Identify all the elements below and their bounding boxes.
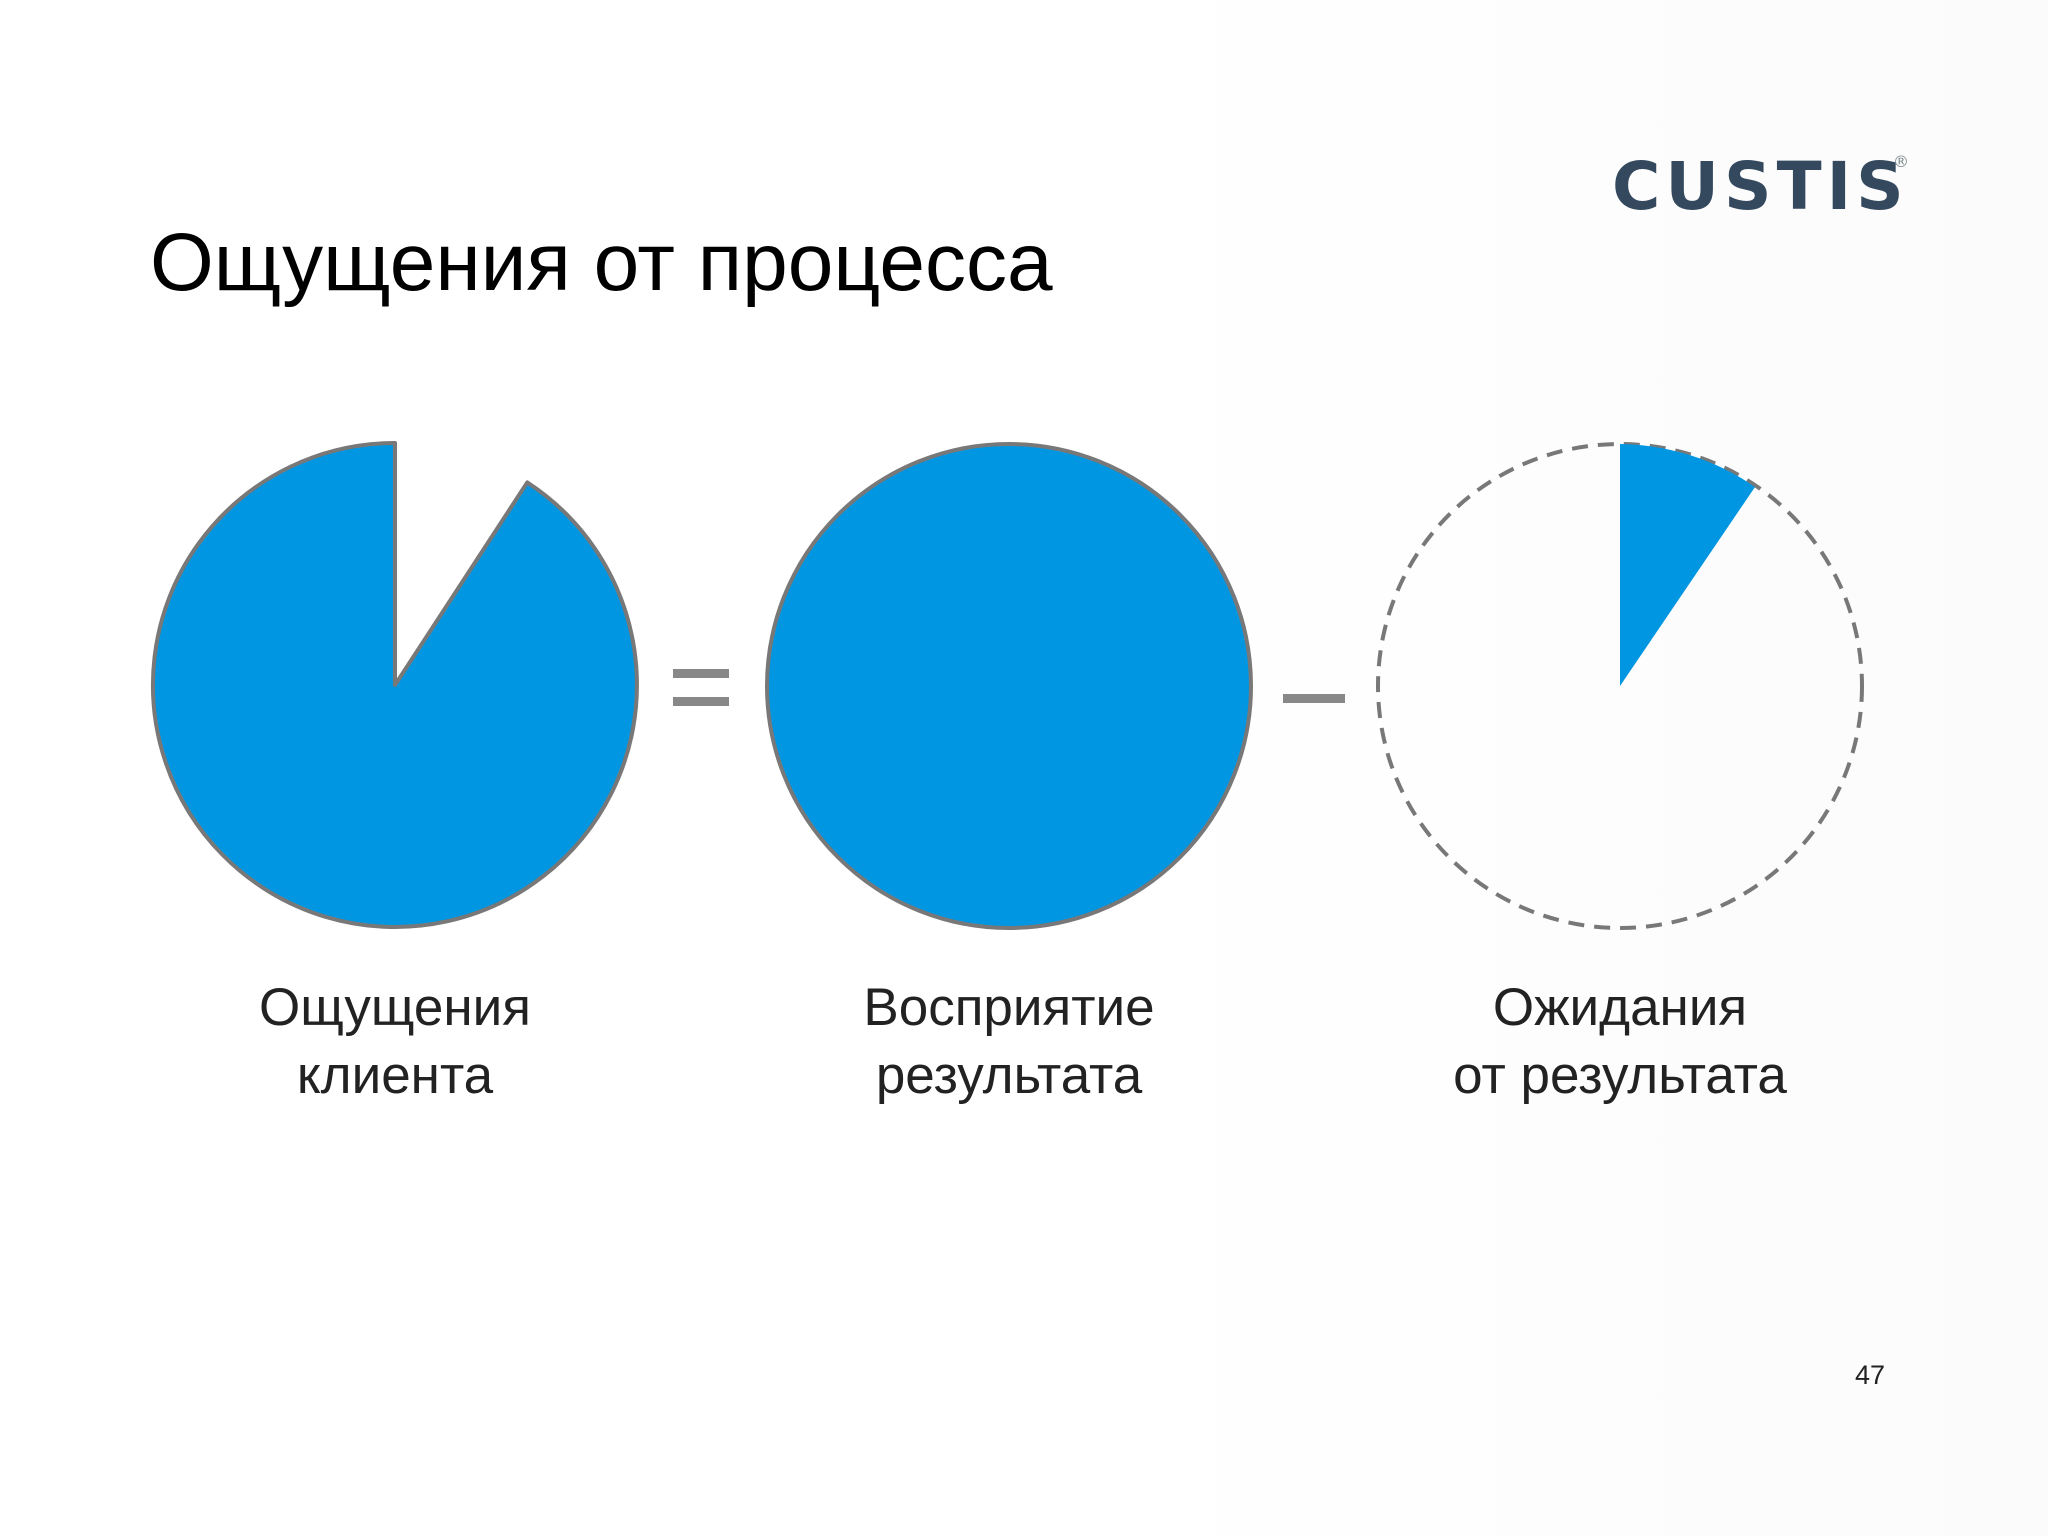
equals-sign	[673, 669, 729, 706]
caption-client-feelings: Ощущения клиента	[145, 974, 645, 1110]
caption-result-perception: Восприятие результата	[759, 974, 1259, 1110]
slide-title: Ощущения от процесса	[150, 217, 1053, 308]
minus-sign	[1283, 694, 1345, 703]
pie-result-perception	[765, 442, 1253, 930]
caption-line: от результата	[1453, 1046, 1787, 1105]
custis-logo: CUSTIS ®	[1612, 148, 1909, 223]
pie-expectations	[1376, 442, 1864, 930]
caption-line: Восприятие	[863, 978, 1155, 1037]
caption-line: Ожидания	[1492, 978, 1748, 1037]
pie-client-feelings	[151, 441, 639, 929]
caption-expectations: Ожидания от результата	[1370, 974, 1870, 1110]
pie-expectations-outline	[1376, 442, 1864, 930]
pie-client-feelings-slice	[151, 441, 639, 929]
caption-line: результата	[875, 1046, 1143, 1105]
pie-expectations-slice	[1620, 444, 1755, 686]
caption-line: клиента	[296, 1046, 494, 1105]
svg-text:®: ®	[1893, 152, 1909, 171]
caption-line: Ощущения	[259, 978, 531, 1037]
page-number: 47	[1854, 1360, 1886, 1390]
svg-text:CUSTIS: CUSTIS	[1612, 148, 1909, 223]
